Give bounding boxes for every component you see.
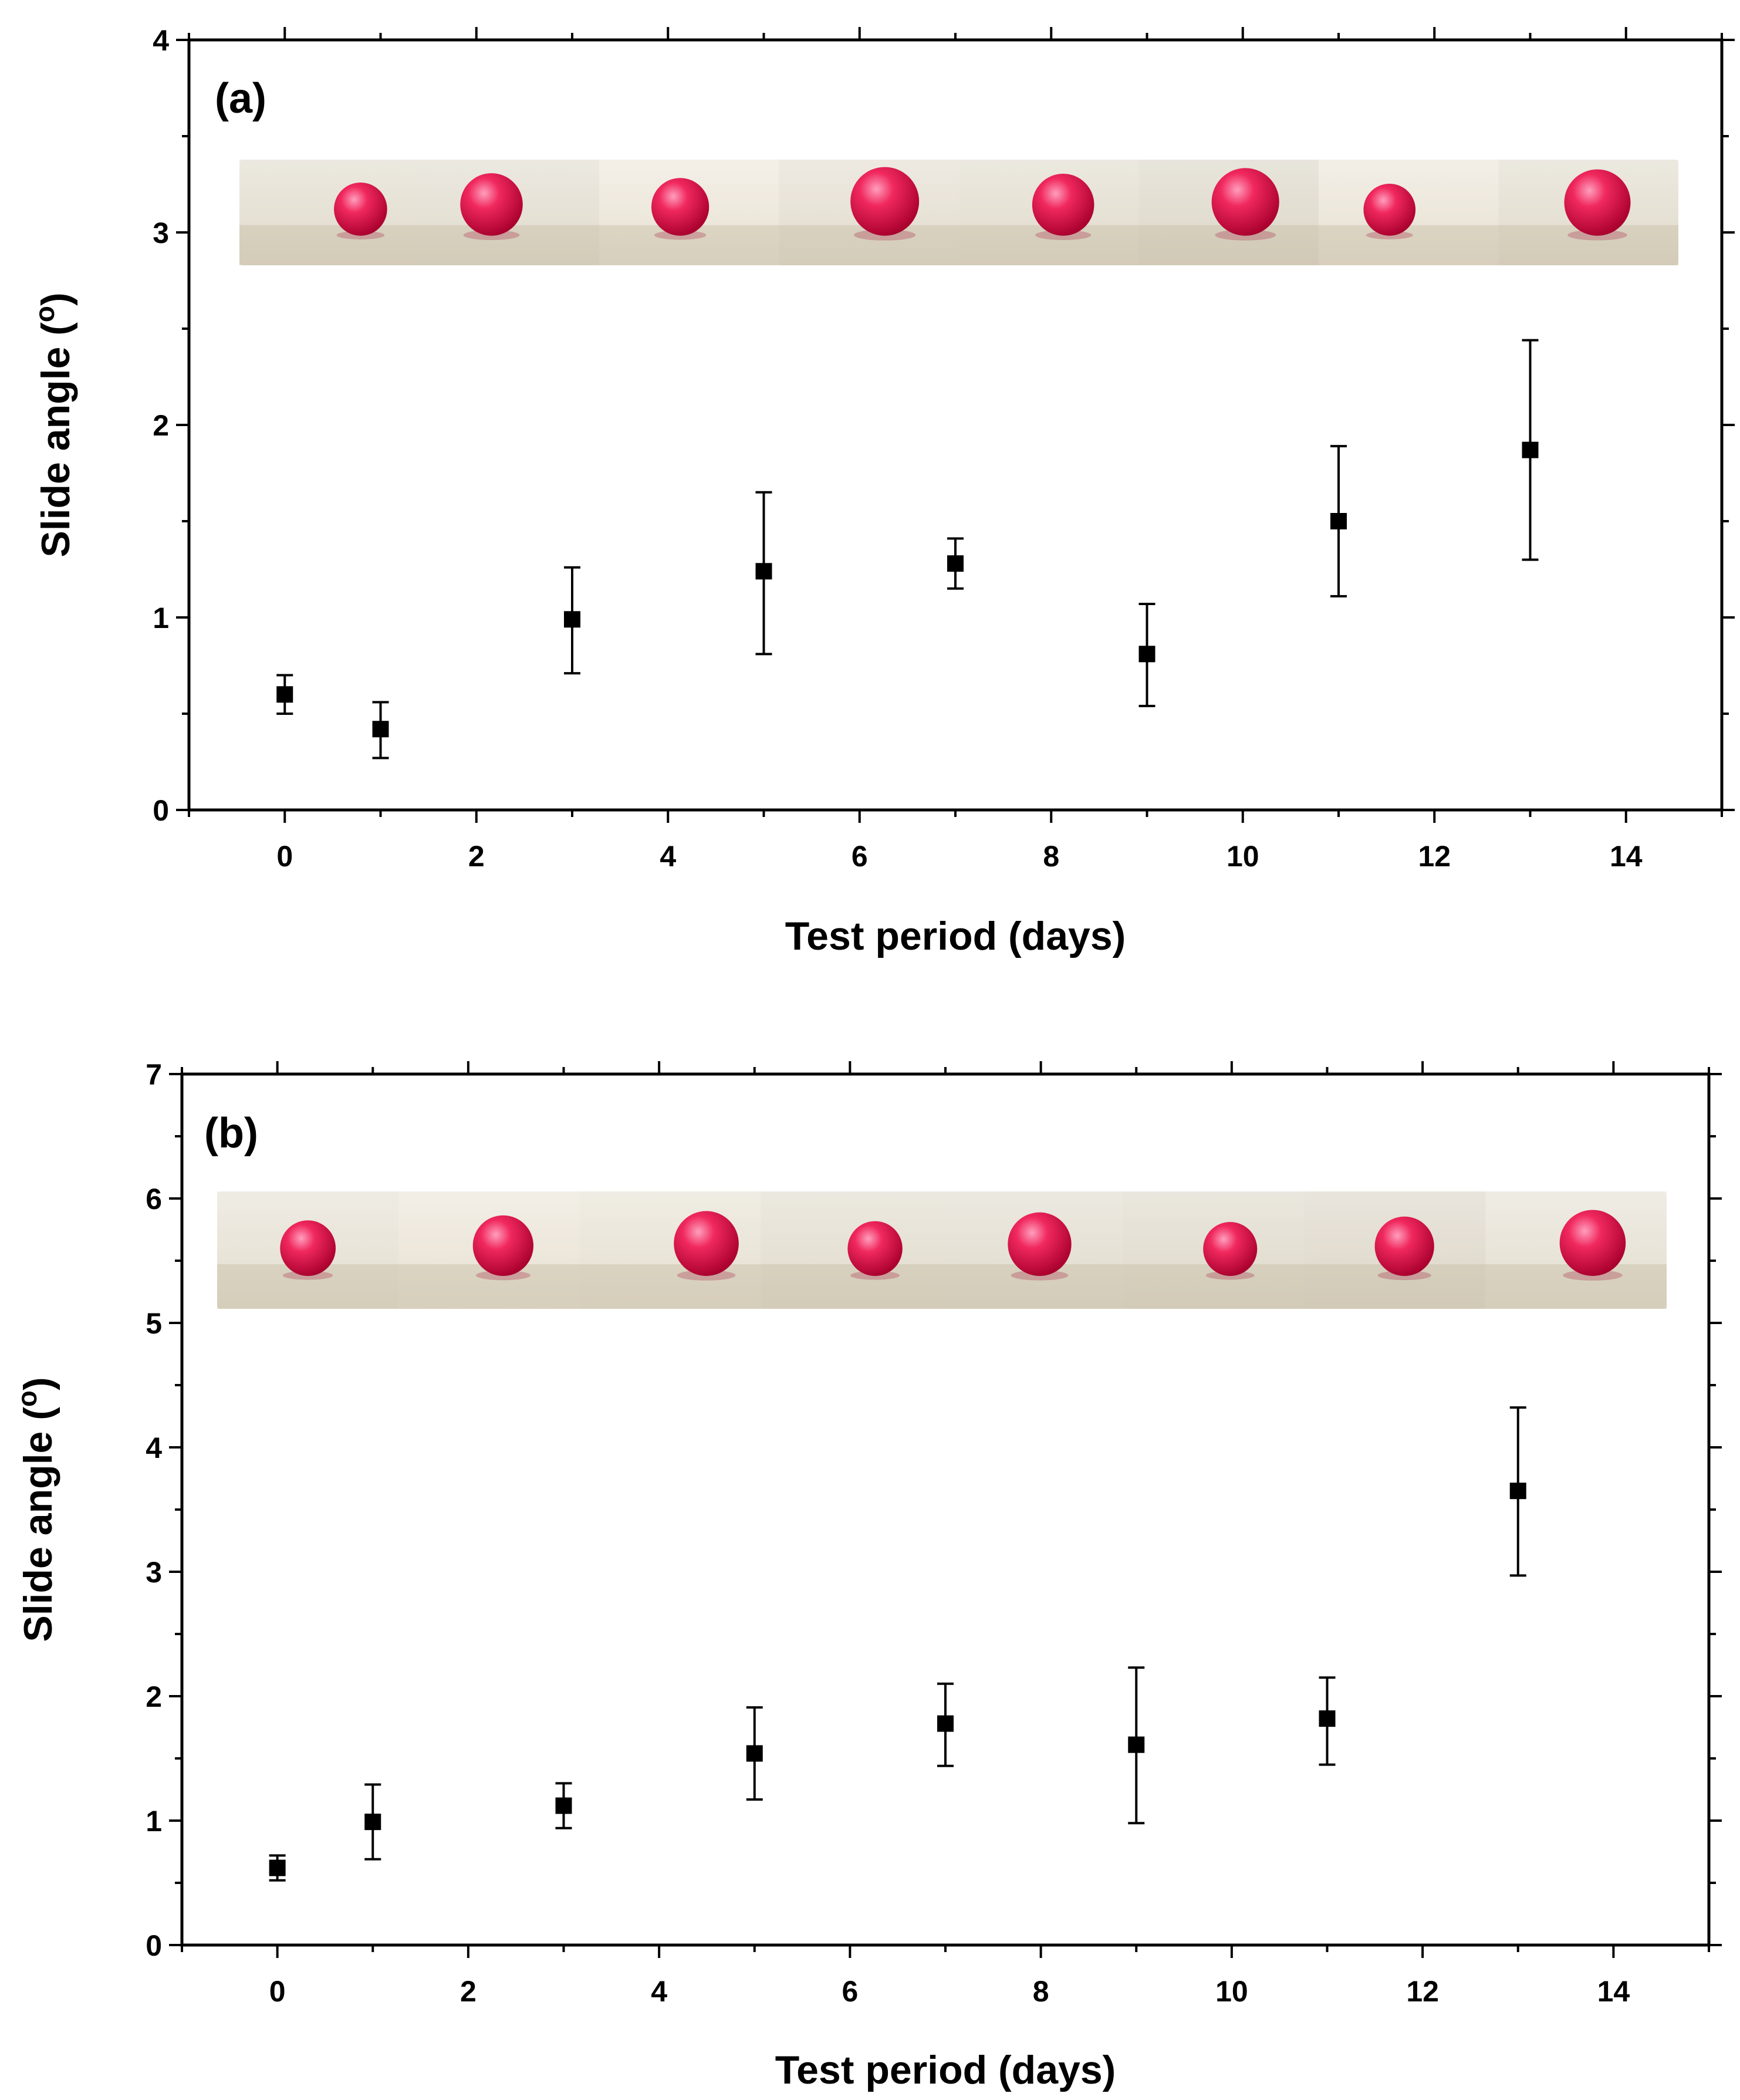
y-tick-label: 6: [146, 1183, 162, 1216]
photo-surface: [761, 1264, 942, 1309]
y-axis-title-text: Slide angle (: [16, 1407, 60, 1642]
y-tick-label: 2: [146, 1680, 162, 1713]
y-tick-label: 2: [153, 409, 169, 442]
y-axis-unit-degree: o: [29, 306, 60, 322]
data-point: [1509, 1483, 1526, 1500]
water-droplet: [280, 1220, 336, 1276]
data-point: [1128, 1736, 1145, 1753]
y-tick-label: 0: [146, 1929, 162, 1962]
x-tick-label: 12: [1406, 1975, 1439, 2008]
x-tick-label: 8: [1043, 840, 1059, 873]
droplet-photo: [239, 160, 420, 265]
water-droplet: [1564, 169, 1631, 236]
water-droplet: [1032, 173, 1094, 236]
photo-surface: [1319, 225, 1499, 265]
x-tick-label: 6: [842, 1975, 858, 2008]
water-droplet: [651, 178, 709, 236]
y-tick-label: 0: [153, 794, 169, 827]
data-point: [937, 1715, 954, 1732]
y-axis-title-close: ): [33, 292, 78, 306]
x-axis-title: Test period (days): [785, 914, 1126, 958]
water-droplet: [1008, 1212, 1072, 1276]
data-point: [746, 1745, 763, 1762]
data-point: [364, 1814, 381, 1831]
water-droplet: [1203, 1221, 1258, 1276]
panel-label: (b): [204, 1110, 258, 1157]
y-axis-title-close: ): [16, 1377, 60, 1390]
x-tick-label: 10: [1215, 1975, 1248, 2008]
x-tick-label: 6: [852, 840, 868, 873]
y-axis-title-text: Slide angle (: [33, 322, 78, 558]
x-tick-label: 4: [660, 840, 676, 873]
droplet-photo-strip: [217, 1191, 1667, 1309]
x-axis-title: Test period (days): [775, 2048, 1116, 2092]
photo-surface: [579, 1264, 761, 1309]
panel-label: (a): [215, 75, 266, 122]
photo-surface: [1485, 1264, 1667, 1309]
x-tick-label: 4: [651, 1975, 667, 2008]
x-tick-label: 14: [1597, 1975, 1630, 2008]
data-point: [372, 721, 389, 738]
data-point: [947, 555, 964, 572]
data-point: [1138, 646, 1156, 663]
water-droplet: [1363, 183, 1416, 236]
x-tick-label: 2: [460, 1975, 477, 2008]
y-tick-label: 1: [153, 602, 169, 634]
data-point: [555, 1797, 572, 1814]
photo-surface: [239, 225, 420, 265]
photo-surface: [419, 225, 599, 265]
water-droplet: [850, 167, 920, 236]
water-droplet: [1211, 168, 1279, 236]
water-droplet: [847, 1221, 903, 1276]
y-tick-label: 4: [153, 24, 169, 57]
water-droplet: [1374, 1216, 1434, 1277]
data-point: [755, 563, 772, 580]
y-tick-label: 7: [146, 1058, 162, 1091]
water-droplet: [674, 1211, 739, 1276]
data-point: [1319, 1710, 1336, 1727]
x-tick-label: 0: [269, 1975, 286, 2008]
droplet-photo-strip: [239, 160, 1678, 265]
plot-frame: [187, 38, 1724, 812]
water-droplet: [472, 1215, 533, 1276]
water-droplet: [460, 173, 523, 236]
y-axis-title: Slide angle (o): [12, 1377, 60, 1642]
y-tick-label: 1: [146, 1805, 162, 1838]
x-tick-label: 0: [276, 840, 293, 873]
photo-surface: [1138, 225, 1319, 265]
data-point: [1330, 513, 1347, 529]
y-tick-label: 5: [146, 1307, 162, 1340]
data-point: [1522, 441, 1539, 458]
data-point: [564, 611, 580, 628]
data-point: [276, 686, 293, 703]
x-tick-label: 12: [1418, 840, 1451, 873]
water-droplet: [334, 182, 387, 236]
y-axis-title: Slide angle (o): [29, 292, 78, 557]
data-point: [269, 1859, 286, 1876]
y-tick-label: 4: [146, 1431, 162, 1464]
x-tick-label: 10: [1227, 840, 1259, 873]
x-tick-label: 2: [468, 840, 485, 873]
x-tick-label: 14: [1610, 840, 1643, 873]
water-droplet: [1559, 1210, 1626, 1276]
x-tick-label: 8: [1033, 1975, 1049, 2008]
photo-surface: [1123, 1264, 1305, 1309]
y-tick-label: 3: [146, 1556, 162, 1589]
y-axis-unit-degree: o: [12, 1390, 42, 1407]
y-tick-label: 3: [153, 217, 169, 249]
